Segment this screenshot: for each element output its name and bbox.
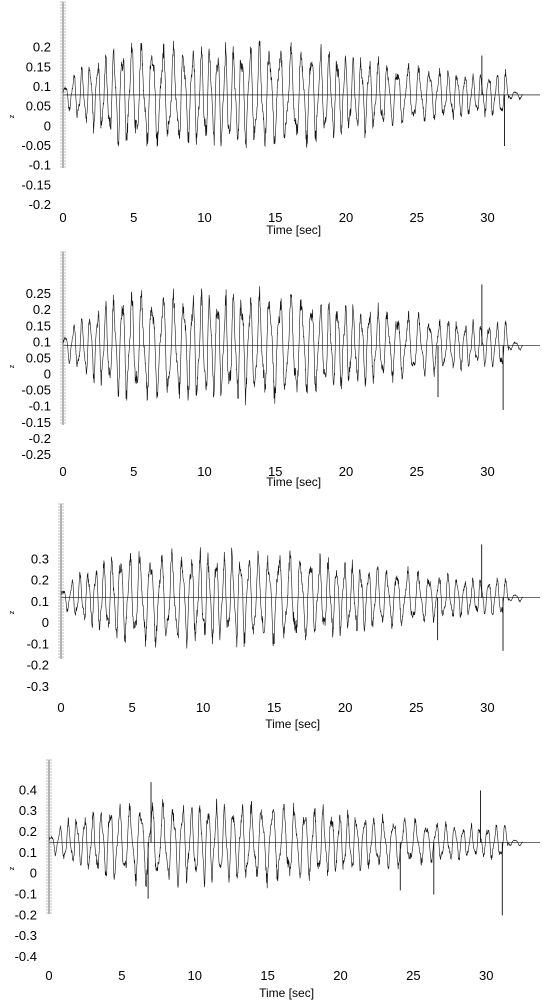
x-tick-label: 25	[410, 210, 424, 225]
y-tick-label: -0.3	[27, 679, 49, 694]
y-axis-label: z	[9, 114, 16, 118]
x-tick-label: 0	[45, 968, 52, 983]
x-tick-label: 5	[130, 210, 137, 225]
y-tick-label: 0.2	[19, 824, 37, 839]
x-tick-label: 30	[480, 464, 494, 479]
y-tick-label: 0.1	[33, 79, 51, 94]
x-axis-label: Time [sec]	[265, 717, 320, 731]
chart-svg-1: -0.2 -0.15 -0.1 -0.05 0 0.05 0.1 0.15 0.2 z 0 5 10 15…	[9, 1, 540, 237]
x-tick-label: 10	[197, 210, 211, 225]
x-axis-label: Time [sec]	[266, 475, 321, 489]
x-tick-label: 10	[197, 464, 211, 479]
y-tick-label: 0	[30, 866, 37, 881]
y-tick-label: 0.2	[33, 302, 51, 317]
chart-panel-3: -0.3 -0.2 -0.1 0 0.1 0.2 0.3 z 0 5 10 15 20 25 30 Time …	[0, 502, 550, 742]
x-tick-label: 10	[188, 968, 202, 983]
y-tick-label: -0.15	[21, 415, 51, 430]
y-tick-label: 0	[44, 367, 51, 382]
y-tick-label: 0.1	[19, 845, 37, 860]
x-tick-label: 5	[130, 464, 137, 479]
y-tick-label: -0.25	[21, 447, 51, 462]
x-axis-label: Time [sec]	[266, 223, 321, 237]
y-tick-label: -0.05	[21, 138, 51, 153]
signal-series	[48, 798, 523, 889]
y-axis-label: z	[9, 364, 16, 368]
y-tick-label: -0.2	[15, 907, 37, 922]
x-tick-label: 5	[118, 968, 125, 983]
signal-series	[60, 547, 523, 649]
y-tick-label: 0	[42, 615, 49, 630]
y-tick-label: -0.2	[27, 658, 49, 673]
y-tick-label: 0.15	[26, 318, 51, 333]
chart-svg-4: -0.4 -0.3 -0.2 -0.1 0 0.1 0.2 0.3 0.4 z 0 5 10 15 20 25…	[9, 759, 540, 1000]
y-tick-label: -0.3	[15, 928, 37, 943]
y-tick-label: 0.15	[26, 59, 51, 74]
x-tick-label: 25	[406, 968, 420, 983]
y-tick-label: 0.05	[26, 350, 51, 365]
signal-series	[62, 286, 524, 406]
y-tick-label: 0.1	[31, 594, 49, 609]
y-tick-label: 0.2	[31, 573, 49, 588]
x-tick-label: 20	[338, 700, 352, 715]
y-tick-label: 0	[44, 118, 51, 133]
chart-panel-2: -0.25 -0.2 -0.15 -0.1 -0.05 0 0.05 0.1 0.15 0.2 0.…	[0, 250, 550, 495]
y-tick-label: 0.1	[33, 334, 51, 349]
x-tick-label: 10	[196, 700, 210, 715]
y-axis-label: z	[9, 610, 16, 614]
y-tick-label: -0.1	[29, 158, 51, 173]
y-axis-label: z	[9, 866, 16, 870]
x-tick-label: 5	[128, 700, 135, 715]
chart-svg-2: -0.25-0.2-0.15-0.1-0.0500.050.10.150.20.…	[9, 251, 540, 489]
x-tick-label: 20	[339, 464, 353, 479]
y-tick-label: 0.4	[19, 782, 37, 797]
x-tick-label: 30	[480, 700, 494, 715]
y-tick-label: -0.15	[21, 177, 51, 192]
chart-panel-1: -0.2 -0.15 -0.1 -0.05 0 0.05 0.1 0.15 0.2 z 0 5 10 15…	[0, 0, 550, 245]
x-tick-label: 0	[59, 210, 66, 225]
y-tick-label: -0.1	[15, 887, 37, 902]
signal-series	[62, 40, 523, 149]
y-tick-label: 0.3	[19, 803, 37, 818]
y-tick-label: 0.3	[31, 551, 49, 566]
y-tick-label: -0.1	[29, 399, 51, 414]
x-tick-label: 30	[479, 968, 493, 983]
x-tick-label: 15	[268, 464, 282, 479]
chart-panel-4: -0.4 -0.3 -0.2 -0.1 0 0.1 0.2 0.3 0.4 z 0 5 10 15 20 25…	[0, 752, 550, 1007]
x-tick-label: 15	[260, 968, 274, 983]
x-tick-label: 0	[59, 464, 66, 479]
x-tick-label: 20	[339, 210, 353, 225]
y-tick-label: -0.4	[15, 949, 37, 964]
x-tick-label: 0	[57, 700, 64, 715]
y-tick-label: -0.2	[29, 197, 51, 212]
y-tick-label: 0.2	[33, 40, 51, 55]
x-tick-label: 30	[480, 210, 494, 225]
x-axis-label: Time [sec]	[259, 986, 314, 1000]
y-tick-label: -0.05	[21, 383, 51, 398]
y-tick-label: 0.25	[26, 286, 51, 301]
y-tick-label: -0.1	[27, 636, 49, 651]
y-tick-label: -0.2	[29, 431, 51, 446]
x-tick-label: 15	[268, 210, 282, 225]
x-tick-label: 25	[410, 464, 424, 479]
chart-svg-3: -0.3 -0.2 -0.1 0 0.1 0.2 0.3 z 0 5 10 15 20 25 30 Time …	[9, 503, 540, 731]
x-tick-label: 15	[267, 700, 281, 715]
y-tick-label: 0.05	[26, 99, 51, 114]
x-tick-label: 20	[333, 968, 347, 983]
x-tick-label: 25	[409, 700, 423, 715]
